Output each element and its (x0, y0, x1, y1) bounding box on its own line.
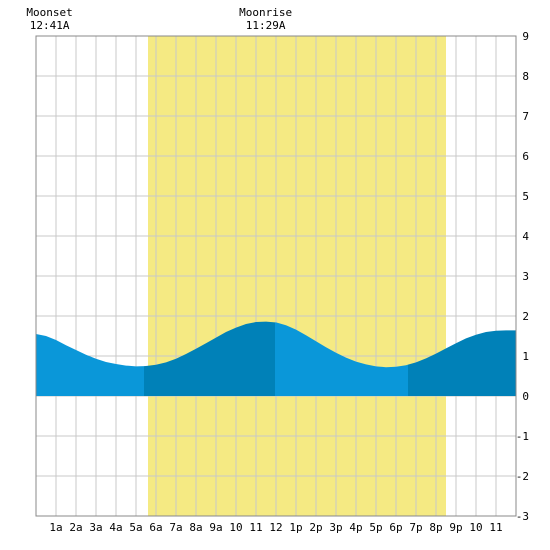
x-tick-label: 5a (129, 521, 142, 534)
y-tick-label: 9 (522, 30, 529, 43)
x-tick-label: 11 (249, 521, 262, 534)
tide-area-light-2 (275, 322, 408, 396)
plot-frame (35, 35, 517, 517)
x-tick-label: 10 (229, 521, 242, 534)
y-tick-label: 0 (522, 390, 529, 403)
x-tick-label: 8p (429, 521, 442, 534)
y-tick-label: 4 (522, 230, 529, 243)
y-tick-label: 6 (522, 150, 529, 163)
moonrise-label: Moonrise (239, 6, 292, 19)
y-tick-label: 3 (522, 270, 529, 283)
y-tick-label: 1 (522, 350, 529, 363)
y-tick-label: 7 (522, 110, 529, 123)
x-tick-label: 1a (49, 521, 62, 534)
x-tick-label: 12 (269, 521, 282, 534)
x-tick-label: 6a (149, 521, 162, 534)
y-tick-label: 2 (522, 310, 529, 323)
y-tick-label: -3 (516, 510, 529, 523)
x-tick-label: 9a (209, 521, 222, 534)
tide-area-light-0 (36, 334, 144, 396)
x-tick-label: 7a (169, 521, 182, 534)
x-tick-label: 3a (89, 521, 102, 534)
x-tick-label: 2p (309, 521, 322, 534)
y-tick-label: -2 (516, 470, 529, 483)
x-tick-label: 9p (449, 521, 462, 534)
x-tick-label: 5p (369, 521, 382, 534)
y-tick-label: 5 (522, 190, 529, 203)
x-tick-label: 4p (349, 521, 362, 534)
x-tick-label: 2a (69, 521, 82, 534)
moonset-label: Moonset (26, 6, 72, 19)
moonrise-time: 11:29A (246, 19, 286, 32)
moonset-time: 12:41A (30, 19, 70, 32)
x-tick-label: 8a (189, 521, 202, 534)
tide-area-dark-1 (144, 321, 275, 396)
x-tick-label: 4a (109, 521, 122, 534)
x-tick-label: 7p (409, 521, 422, 534)
y-tick-label: 8 (522, 70, 529, 83)
x-tick-label: 11 (489, 521, 502, 534)
tide-area-dark-3 (408, 330, 516, 396)
y-tick-label: -1 (516, 430, 529, 443)
x-tick-label: 10 (469, 521, 482, 534)
x-tick-label: 1p (289, 521, 302, 534)
x-tick-label: 3p (329, 521, 342, 534)
x-tick-label: 6p (389, 521, 402, 534)
